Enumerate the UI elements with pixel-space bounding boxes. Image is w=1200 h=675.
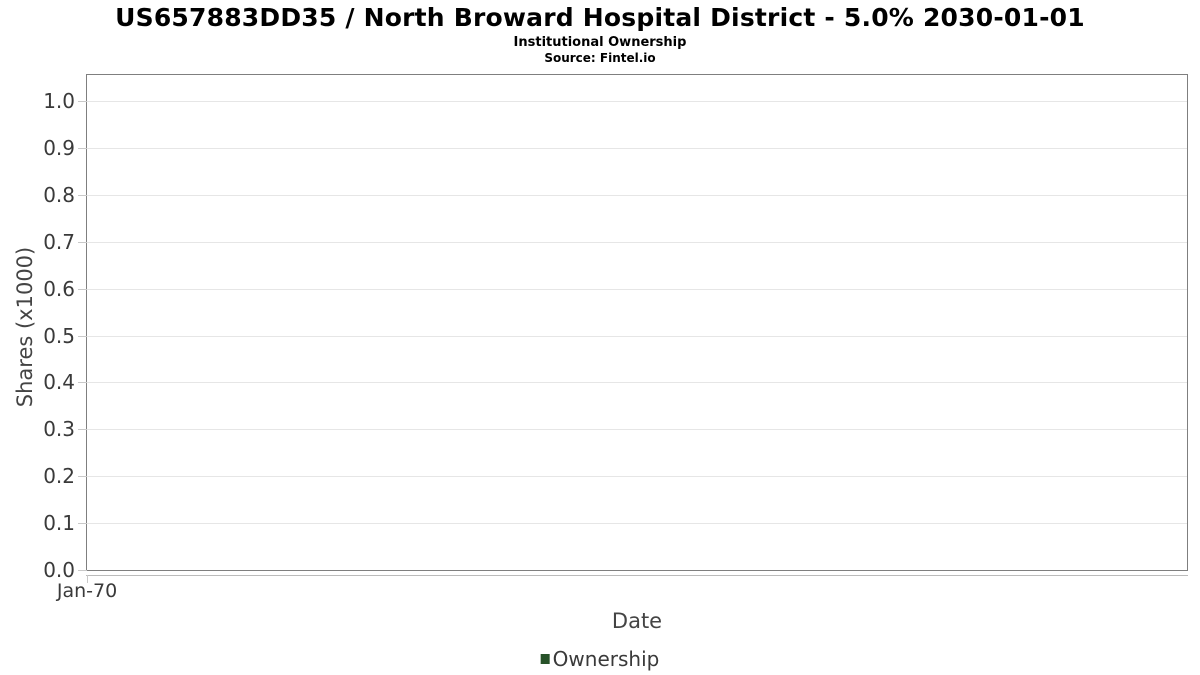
plot-area: 0.0 0.1 0.2 0.3 0.4 0.5 0.6 0.7 0.8 0.9 1.0 Jan-70 [43,74,1188,602]
y-tick [78,570,87,571]
y-tick-label: 0.2 [43,464,75,488]
chart-source: Source: Fintel.io [544,51,656,65]
y-tick-label: 0.5 [43,324,75,348]
chart-subtitle: Institutional Ownership [513,35,687,50]
y-tick [78,523,87,524]
y-tick-label: 0.0 [43,558,75,582]
y-tick-label: 0.9 [43,136,75,160]
y-tick [78,382,87,383]
y-tick [78,429,87,430]
y-gridline [87,148,1187,149]
y-tick-label: 0.8 [43,183,75,207]
y-tick [78,195,87,196]
y-gridline [87,289,1187,290]
legend: Ownership [540,647,660,671]
y-gridline [87,382,1187,383]
y-tick-label: 1.0 [43,89,75,113]
chart-title: US657883DD35 / North Broward Hospital Di… [115,3,1085,32]
y-tick [78,242,87,243]
y-tick-label: 0.1 [43,511,75,535]
y-gridline [87,523,1187,524]
y-gridline [87,101,1187,102]
legend-series-marker-icon [540,654,550,664]
y-gridline [87,195,1187,196]
y-tick [78,148,87,149]
x-axis-title: Date [611,609,663,633]
x-tick [87,575,88,583]
y-gridline [87,336,1187,337]
legend-series-label: Ownership [552,647,660,671]
x-tick-label: Jan-70 [56,580,118,602]
y-tick [78,289,87,290]
y-tick-label: 0.3 [43,417,75,441]
y-tick [78,476,87,477]
y-tick [78,336,87,337]
y-tick-label: 0.6 [43,277,75,301]
x-axis-line [86,575,1188,576]
y-tick [78,101,87,102]
y-tick-label: 0.4 [43,370,75,394]
y-gridline [87,429,1187,430]
y-tick-label: 0.7 [43,230,75,254]
y-gridline [87,476,1187,477]
y-gridline [87,242,1187,243]
